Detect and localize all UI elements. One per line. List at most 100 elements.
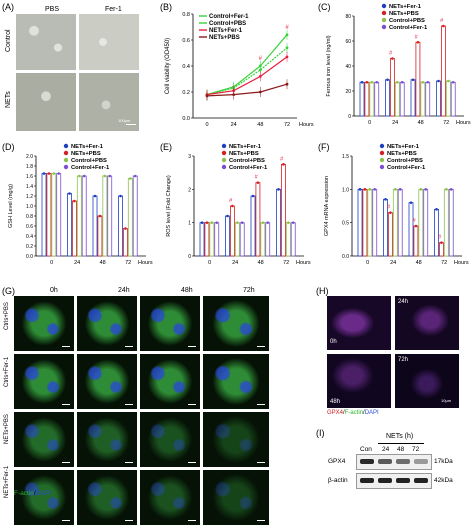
c-bar-dot: [416, 40, 420, 44]
g-scale-bar: [257, 520, 265, 521]
d-bar: [97, 215, 103, 257]
d-bar: [123, 228, 128, 257]
g-col-72h: 72h: [243, 287, 255, 294]
f-ytick-label: 1.5: [342, 154, 349, 160]
c-bar-dot: [437, 79, 440, 83]
e-xtick-label: 48: [258, 260, 264, 266]
c-legend-swatch: [381, 17, 387, 23]
f-xtick-label: 72: [441, 260, 447, 266]
f-ytick-label: 1.0: [342, 187, 349, 193]
f-bar: [443, 188, 449, 257]
e-bar-dot: [266, 221, 270, 224]
d-bar: [81, 175, 87, 257]
d-bar-dot: [57, 172, 61, 175]
c-bar: [394, 81, 400, 117]
d-bar-dot: [93, 194, 97, 198]
i-lane-con: Con: [360, 446, 372, 453]
g-col-0h: 0h: [50, 287, 58, 294]
i-band-bactin-72: [414, 478, 428, 483]
micrograph-control-pbs: [16, 14, 76, 70]
d-bar-dot: [52, 172, 56, 175]
g-tile-r2-c0: [14, 412, 74, 467]
c-bar: [374, 81, 380, 117]
panel-label-a: (A): [2, 2, 14, 12]
d-bar-dot: [42, 172, 46, 175]
c-bar: [425, 81, 431, 117]
d-legend-swatch: [63, 157, 69, 163]
d-ytick-label: 1.4: [26, 184, 33, 190]
f-bar-dot: [384, 198, 387, 201]
c-bar: [445, 80, 451, 117]
b-xlabel: Hours: [299, 122, 314, 128]
e-bar: [276, 188, 281, 257]
f-bar-dot: [373, 188, 377, 191]
d-bar: [41, 173, 47, 257]
f-bar-dot: [358, 188, 362, 191]
d-bar-dot: [124, 227, 127, 230]
c-xtick-label: 72: [443, 120, 449, 126]
f-legend-label: Control+Fer-1: [387, 165, 426, 171]
d-bar: [127, 178, 133, 257]
c-xtick-label: 24: [392, 120, 398, 126]
e-ytick-label: 2: [188, 187, 191, 193]
d-ytick-label: 0.8: [26, 214, 33, 220]
g-tile-r0-c0: [14, 296, 74, 351]
e-legend-swatch: [221, 150, 227, 156]
i-row-gpx4: GPX4: [328, 458, 346, 465]
e-bar-dot: [282, 163, 285, 166]
h-tile-48h: 48h: [327, 354, 391, 408]
b-xtick-label: 24: [231, 122, 237, 128]
micrograph-nets-pbs: [16, 73, 76, 131]
d-bar: [46, 173, 52, 257]
e-ylabel: ROS level (Fold Change): [166, 175, 172, 237]
d-bar-dot: [108, 174, 112, 178]
f-bar-dot: [440, 241, 443, 244]
col-fer1: Fer-1: [105, 6, 122, 13]
f-bar: [434, 208, 439, 257]
h-legend-gpx4: GPX4: [327, 410, 344, 416]
h-tile-0h: 0h: [327, 296, 391, 350]
d-bar-dot: [103, 174, 107, 178]
d-ytick-label: 2.0: [26, 154, 33, 160]
e-bar-dot: [277, 188, 280, 191]
e-bar: [260, 222, 266, 257]
g-tile-r1-c1: [77, 354, 137, 409]
f-bar: [439, 242, 444, 257]
c-bar-dot: [426, 80, 430, 84]
e-bar-dot: [236, 221, 239, 224]
h-legend-sep1: /: [343, 410, 345, 416]
g-scale-bar: [62, 520, 70, 521]
f-xtick-label: 48: [416, 260, 422, 266]
c-legend-swatch: [381, 3, 387, 9]
e-legend-label: Control+PBS: [229, 158, 265, 164]
i-blot-gpx4: [356, 454, 432, 470]
i-blot-bactin: [356, 473, 432, 489]
c-bar-dot: [411, 78, 415, 82]
f-legend-swatch: [379, 143, 385, 149]
f-bar: [388, 212, 393, 257]
h-label-48h: 48h: [330, 399, 341, 405]
d-legend-swatch: [63, 150, 69, 156]
e-bar-dot: [251, 194, 255, 198]
c-bar: [450, 81, 456, 117]
c-bar: [441, 25, 446, 117]
g-stain-legend: F-actin/DAPI: [14, 490, 51, 497]
g-tile-r2-c2: [140, 412, 200, 467]
f-ytick-label: 0.5: [342, 221, 349, 227]
f-bar: [357, 188, 363, 257]
f-bar-dot: [409, 201, 413, 204]
e-bar-dot: [205, 221, 209, 224]
panel-label-d: (D): [2, 142, 15, 152]
c-ytick-label: 60: [345, 39, 351, 45]
f-legend-swatch: [379, 164, 385, 170]
c-bar: [364, 81, 370, 117]
e-bar: [225, 215, 230, 257]
b-legend-label: Control+Fer-1: [209, 14, 249, 20]
e-legend-swatch: [221, 157, 227, 163]
c-bar: [420, 81, 426, 117]
d-bar: [118, 195, 123, 257]
d-legend-label: NETs+PBS: [71, 151, 101, 157]
h-label-0h: 0h: [330, 339, 337, 345]
i-band-bactin-24: [378, 478, 392, 483]
d-legend-label: Control+PBS: [71, 158, 107, 164]
